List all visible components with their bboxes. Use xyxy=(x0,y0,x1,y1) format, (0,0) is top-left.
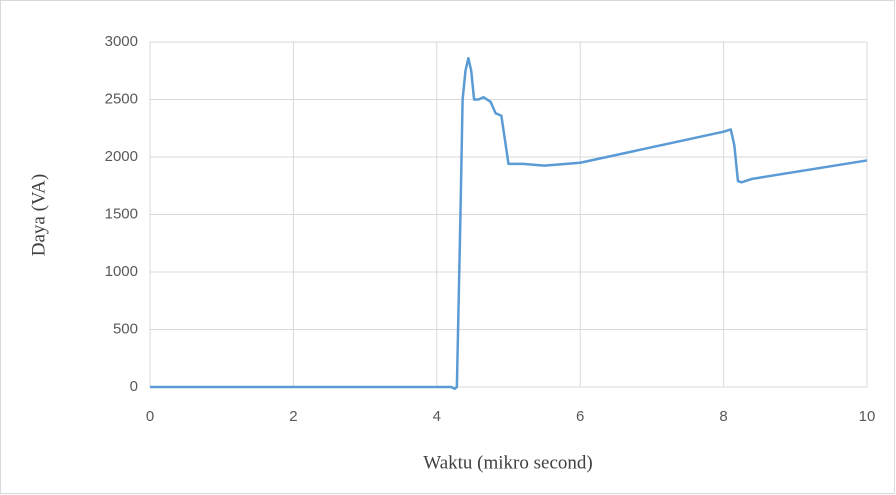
y-tick-label: 1000 xyxy=(105,263,138,280)
y-axis-title: Daya (VA) xyxy=(28,174,49,257)
y-tick-label: 0 xyxy=(130,378,138,395)
y-tick-label: 500 xyxy=(113,320,138,337)
x-tick-label: 2 xyxy=(289,408,297,425)
x-axis-title: Waktu (mikro second) xyxy=(423,452,592,473)
y-tick-label: 1500 xyxy=(105,205,138,222)
x-tick-label: 8 xyxy=(719,408,727,425)
y-tick-label: 2000 xyxy=(105,148,138,165)
y-tick-label: 2500 xyxy=(105,90,138,107)
x-tick-label: 10 xyxy=(859,408,876,425)
data-line xyxy=(150,56,868,390)
x-tick-label: 0 xyxy=(146,408,154,425)
x-tick-label: 6 xyxy=(576,408,584,425)
x-tick-label: 4 xyxy=(433,408,441,425)
y-tick-label: 3000 xyxy=(105,33,138,50)
